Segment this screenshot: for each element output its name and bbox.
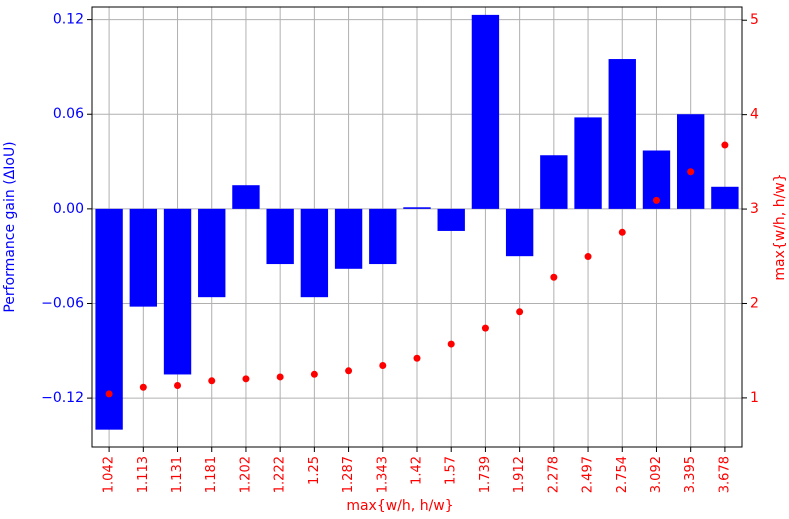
plot-frame xyxy=(91,6,743,448)
y2-tick-label: 3 xyxy=(750,201,759,217)
x-axis-label: max{w/h, h/w} xyxy=(346,498,453,514)
bar xyxy=(129,208,157,307)
scatter-point xyxy=(174,382,182,390)
x-tick-label: 2.497 xyxy=(581,456,596,493)
scatter-point xyxy=(276,373,284,381)
bar xyxy=(608,59,636,209)
bar xyxy=(505,208,534,257)
x-tick-label: 1.042 xyxy=(102,456,117,493)
bar xyxy=(403,207,431,209)
scatter-point xyxy=(242,375,250,383)
scatter-point xyxy=(345,367,353,375)
scatter-point xyxy=(310,370,318,378)
x-tick-label: 1.222 xyxy=(273,456,288,493)
bar xyxy=(300,208,329,298)
bar xyxy=(711,186,739,209)
scatter-point xyxy=(105,390,113,398)
x-tick-label: 1.181 xyxy=(204,456,219,493)
x-tick-label: 3.092 xyxy=(649,456,664,493)
x-tick-label: 1.131 xyxy=(170,456,185,493)
bar xyxy=(232,185,260,209)
scatter-point xyxy=(379,362,387,370)
y-axis-label: Performance gain (ΔIoU) xyxy=(2,141,18,312)
scatter-point xyxy=(447,340,455,348)
scatter-point xyxy=(721,141,729,149)
x-tick-label: 1.113 xyxy=(136,456,151,493)
x-tick-label: 1.42 xyxy=(410,456,425,485)
y2-tick-label: 1 xyxy=(750,390,759,406)
bar xyxy=(163,208,192,375)
scatter-point xyxy=(550,273,558,281)
y2-tick-label: 2 xyxy=(750,295,759,311)
x-tick-label: 3.395 xyxy=(683,456,698,493)
scatter-point xyxy=(139,383,147,391)
y-tick-label: 0.12 xyxy=(53,12,84,28)
y2-axis-label: max{w/h, h/w} xyxy=(772,173,788,280)
bar xyxy=(334,208,363,269)
scatter-point xyxy=(516,308,524,316)
bar xyxy=(266,208,294,265)
scatter-point xyxy=(687,168,695,176)
x-tick-label: 1.739 xyxy=(478,456,493,493)
y-tick-label: 0.00 xyxy=(53,201,84,217)
x-tick-label: 1.57 xyxy=(444,456,459,485)
bar xyxy=(369,208,397,265)
bar xyxy=(540,155,568,209)
x-tick-label: 1.287 xyxy=(341,456,356,493)
scatter-point xyxy=(208,377,216,385)
x-tick-label: 1.202 xyxy=(238,456,253,493)
y-tick-label: 0.06 xyxy=(53,106,84,122)
scatter-point xyxy=(584,253,592,261)
scatter-point xyxy=(481,324,489,332)
y-tick-label: −0.06 xyxy=(41,295,84,311)
y2-tick-label: 4 xyxy=(750,107,759,123)
bar xyxy=(574,117,602,209)
bar xyxy=(677,114,705,209)
scatter-point xyxy=(652,196,660,204)
x-tick-label: 3.678 xyxy=(717,456,732,493)
bar xyxy=(471,14,500,209)
x-tick-label: 1.912 xyxy=(512,456,527,493)
x-tick-label: 2.278 xyxy=(546,456,561,493)
bar xyxy=(437,208,465,231)
x-tick-label: 1.343 xyxy=(375,456,390,493)
scatter-point xyxy=(618,228,626,236)
bar xyxy=(198,208,226,298)
scatter-point xyxy=(413,354,421,362)
x-tick-label: 2.754 xyxy=(615,456,630,493)
y2-tick-label: 5 xyxy=(750,12,759,28)
x-tick-label: 1.25 xyxy=(307,456,322,485)
y-tick-label: −0.12 xyxy=(41,390,84,406)
